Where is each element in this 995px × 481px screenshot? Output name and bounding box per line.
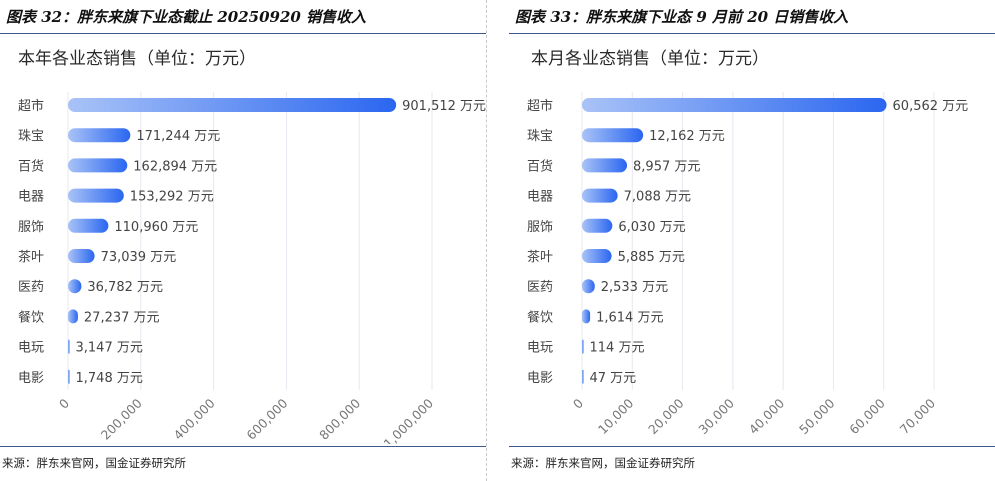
chart-title: 本年各业态销售（单位：万元） bbox=[18, 49, 256, 69]
bar bbox=[582, 339, 584, 354]
bar bbox=[582, 369, 584, 384]
chart-annual-sales: 本年各业态销售（单位：万元） 0 200,000 400,000 600,000 800,… bbox=[18, 49, 486, 444]
bar bbox=[582, 249, 612, 263]
value-label: 60,562 万元 bbox=[893, 99, 969, 114]
category-label: 茶叶 bbox=[527, 249, 553, 265]
x-tick-label: 0 bbox=[570, 395, 586, 411]
value-label: 73,039 万元 bbox=[101, 250, 177, 265]
category-label: 超市 bbox=[18, 98, 44, 114]
value-label: 8,957 万元 bbox=[633, 159, 700, 174]
bottom-rule bbox=[0, 446, 486, 447]
bar bbox=[68, 128, 131, 143]
x-tick-label: 10,000 bbox=[595, 395, 637, 437]
x-tick-label: 20,000 bbox=[645, 395, 687, 437]
value-label: 2,533 万元 bbox=[601, 280, 668, 295]
x-tick-label: 400,000 bbox=[171, 395, 218, 442]
category-label: 服饰 bbox=[18, 220, 44, 235]
source-note: 来源：胖东来官网，国金证券研究所 bbox=[2, 456, 186, 470]
category-label: 茶叶 bbox=[18, 249, 44, 265]
bar bbox=[68, 339, 70, 354]
bar bbox=[68, 309, 78, 324]
x-tick-label: 0 bbox=[56, 395, 72, 411]
value-label: 36,782 万元 bbox=[87, 280, 163, 295]
category-label: 电影 bbox=[527, 371, 553, 386]
bar bbox=[68, 279, 82, 294]
bar bbox=[68, 98, 397, 112]
x-tick-label: 200,000 bbox=[98, 395, 145, 442]
category-label: 服饰 bbox=[527, 220, 553, 235]
bar bbox=[582, 158, 628, 173]
category-label: 百货 bbox=[527, 158, 553, 174]
source-note: 来源：胖东来官网，国金证券研究所 bbox=[511, 456, 695, 470]
value-label: 27,237 万元 bbox=[84, 310, 160, 325]
category-label: 电器 bbox=[527, 190, 553, 205]
category-label: 电玩 bbox=[527, 341, 553, 356]
value-label: 6,030 万元 bbox=[618, 220, 685, 235]
value-label: 5,885 万元 bbox=[618, 250, 685, 265]
figure-title: 图表 32：胖东来旗下业态截止 20250920 销售收入 bbox=[6, 8, 367, 26]
bar bbox=[68, 249, 95, 263]
panel-divider bbox=[486, 0, 487, 481]
bar bbox=[582, 279, 595, 294]
category-label: 餐饮 bbox=[18, 309, 44, 325]
x-tick-label: 1,000,000 bbox=[381, 395, 437, 444]
x-tick-label: 600,000 bbox=[243, 395, 290, 442]
category-label: 珠宝 bbox=[527, 129, 553, 144]
chart-title: 本月各业态销售（单位：万元） bbox=[531, 49, 769, 69]
bar bbox=[68, 218, 109, 233]
bar bbox=[582, 218, 613, 233]
value-label: 153,292 万元 bbox=[130, 190, 214, 205]
bar bbox=[582, 98, 887, 112]
x-tick-label: 800,000 bbox=[316, 395, 363, 442]
chart-monthly-sales: 本月各业态销售（单位：万元）0 10,000 20,000 30,000 40,000 5… bbox=[527, 49, 969, 437]
value-label: 171,244 万元 bbox=[136, 129, 220, 144]
value-label: 7,088 万元 bbox=[624, 190, 691, 205]
value-label: 114 万元 bbox=[590, 341, 645, 356]
bar bbox=[68, 369, 70, 384]
category-label: 珠宝 bbox=[18, 129, 44, 144]
bar bbox=[68, 188, 124, 203]
x-tick-label: 60,000 bbox=[846, 395, 888, 437]
value-label: 162,894 万元 bbox=[133, 159, 217, 174]
x-tick-label: 30,000 bbox=[695, 395, 737, 437]
x-tick-label: 40,000 bbox=[746, 395, 788, 437]
category-label: 医药 bbox=[18, 280, 44, 295]
figure-panel-right: 图表 33：胖东来旗下业态 9 月前 20 日销售收入 本月各业态销售（单位：万… bbox=[509, 0, 995, 481]
category-label: 超市 bbox=[527, 98, 553, 114]
value-label: 47 万元 bbox=[590, 371, 637, 386]
value-label: 3,147 万元 bbox=[76, 341, 143, 356]
category-label: 百货 bbox=[18, 158, 44, 174]
bar bbox=[582, 188, 618, 203]
figure-panel-left: 图表 32：胖东来旗下业态截止 20250920 销售收入 本年各业态销售（单位… bbox=[0, 0, 486, 481]
top-rule bbox=[509, 33, 995, 34]
value-label: 12,162 万元 bbox=[649, 129, 725, 144]
bar bbox=[582, 309, 591, 324]
x-tick-label: 50,000 bbox=[796, 395, 838, 437]
bar bbox=[582, 128, 644, 143]
value-label: 1,748 万元 bbox=[76, 371, 143, 386]
category-label: 餐饮 bbox=[527, 309, 553, 325]
value-label: 1,614 万元 bbox=[596, 310, 663, 325]
value-label: 901,512 万元 bbox=[402, 99, 486, 114]
category-label: 电玩 bbox=[18, 341, 44, 356]
top-rule bbox=[0, 33, 486, 34]
category-label: 医药 bbox=[527, 280, 553, 295]
category-label: 电影 bbox=[18, 371, 44, 386]
value-label: 110,960 万元 bbox=[114, 220, 198, 235]
x-tick-label: 70,000 bbox=[897, 395, 939, 437]
figure-title: 图表 33：胖东来旗下业态 9 月前 20 日销售收入 bbox=[515, 8, 849, 26]
bottom-rule bbox=[509, 446, 995, 447]
category-label: 电器 bbox=[18, 190, 44, 205]
bar bbox=[68, 158, 128, 173]
